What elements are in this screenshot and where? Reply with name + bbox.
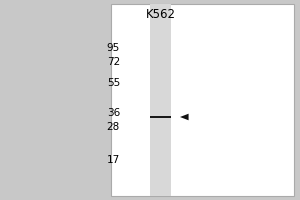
- Bar: [111, 4, 294, 196]
- Text: 72: 72: [107, 57, 120, 67]
- Bar: [150, 4, 171, 196]
- Bar: [150, 116, 171, 118]
- Polygon shape: [180, 114, 189, 120]
- Text: 95: 95: [107, 43, 120, 53]
- Text: 55: 55: [107, 78, 120, 88]
- Text: K562: K562: [146, 8, 176, 21]
- Text: 28: 28: [107, 122, 120, 132]
- Text: 17: 17: [107, 155, 120, 165]
- Text: 36: 36: [107, 108, 120, 118]
